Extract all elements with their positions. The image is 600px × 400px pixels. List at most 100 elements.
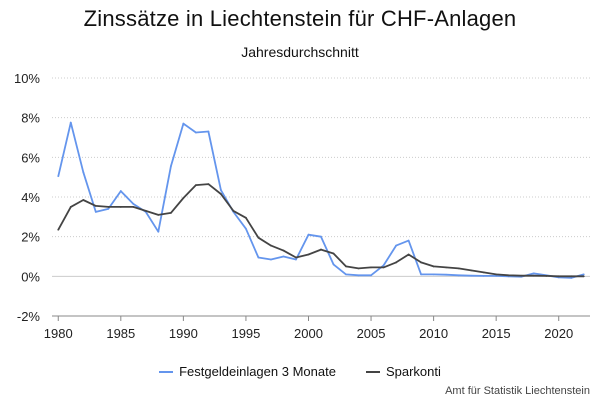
legend: Festgeldeinlagen 3 Monate Sparkonti [0, 364, 600, 379]
x-tick-label: 2000 [294, 326, 323, 341]
y-tick-label: 4% [21, 190, 40, 205]
data-point [270, 244, 272, 247]
data-point [69, 121, 72, 124]
data-point [582, 275, 585, 278]
x-tick-label: 1995 [231, 326, 260, 341]
data-point [570, 277, 573, 279]
data-point [457, 267, 460, 270]
data-point [94, 205, 97, 207]
data-point [370, 266, 372, 269]
data-point [545, 275, 548, 277]
data-point [432, 273, 435, 276]
data-point [570, 275, 573, 278]
data-point [307, 253, 310, 256]
chart-subtitle: Jahresdurchschnitt [241, 44, 359, 60]
data-point [432, 265, 435, 268]
legend-label-sparkonti: Sparkonti [385, 364, 441, 379]
data-point [470, 269, 473, 272]
data-point [245, 216, 247, 219]
data-point [495, 273, 498, 276]
data-point [270, 258, 272, 261]
y-tick-label: 6% [21, 150, 40, 165]
data-point [420, 261, 422, 264]
data-point [332, 252, 335, 255]
data-point [582, 273, 585, 276]
data-point [507, 274, 510, 277]
data-point [357, 274, 360, 277]
data-point [407, 253, 410, 256]
data-point [94, 210, 97, 213]
data-point [382, 264, 385, 267]
data-point [282, 255, 285, 258]
data-point [169, 211, 172, 214]
data-point [320, 248, 322, 251]
data-point [132, 203, 135, 205]
data-point [445, 266, 448, 269]
y-tick-label: 0% [21, 269, 40, 284]
x-tick-label: 2010 [419, 326, 448, 341]
data-point [345, 273, 347, 276]
data-point [532, 272, 535, 275]
data-point [119, 190, 122, 192]
y-tick-label: 8% [21, 111, 40, 126]
y-tick-label: -2% [17, 309, 41, 324]
data-point [57, 228, 60, 231]
data-point [69, 206, 72, 208]
data-point [245, 227, 247, 230]
source-note: Amt für Statistik Liechtenstein [445, 385, 590, 397]
data-point [169, 165, 172, 168]
data-point [420, 273, 422, 276]
data-point [345, 265, 347, 268]
data-point [194, 184, 197, 187]
x-tick-label: 2020 [544, 326, 573, 341]
data-point [257, 236, 260, 239]
data-point [107, 208, 110, 210]
data-point [207, 183, 210, 186]
data-point [445, 273, 448, 276]
data-point [495, 275, 498, 277]
data-point [320, 235, 322, 238]
data-point [57, 175, 60, 178]
series-line-sparkonti [57, 183, 584, 278]
data-point [520, 274, 523, 277]
data-point [182, 197, 185, 199]
data-point [395, 261, 397, 264]
data-point [82, 199, 85, 201]
data-point [107, 206, 110, 208]
data-point [407, 239, 410, 242]
data-point [257, 256, 260, 259]
x-tick-label: 1990 [169, 326, 198, 341]
x-tick-label: 1985 [106, 326, 135, 341]
data-point [220, 193, 222, 195]
data-point [395, 244, 397, 247]
data-point [119, 206, 122, 208]
y-tick-label: 10% [14, 71, 40, 86]
data-point [182, 122, 185, 125]
legend-swatch-festgeld [159, 370, 174, 373]
series-line-festgeldeinlagen [57, 121, 584, 279]
data-point [295, 256, 297, 259]
data-point [470, 274, 473, 277]
data-point [357, 267, 360, 270]
data-point [382, 266, 385, 269]
data-point [157, 230, 160, 233]
legend-label-festgeld: Festgeldeinlagen 3 Monate [179, 364, 336, 379]
data-point [482, 275, 485, 277]
x-tick-label: 2005 [357, 326, 386, 341]
data-point [132, 206, 135, 208]
data-point [194, 131, 197, 134]
y-tick-label: 2% [21, 230, 40, 245]
data-point [370, 274, 372, 277]
data-point [157, 213, 160, 216]
data-point [457, 274, 460, 277]
data-point [482, 271, 485, 274]
chart-title: Zinssätze in Liechtenstein für CHF-Anlag… [83, 6, 517, 31]
legend-item-sparkonti: Sparkonti [365, 364, 441, 379]
legend-swatch-sparkonti [365, 370, 380, 373]
data-point [282, 249, 285, 252]
x-tick-label: 1980 [44, 326, 73, 341]
x-tick-label: 2015 [482, 326, 511, 341]
data-point [207, 130, 210, 133]
data-point [220, 189, 222, 191]
